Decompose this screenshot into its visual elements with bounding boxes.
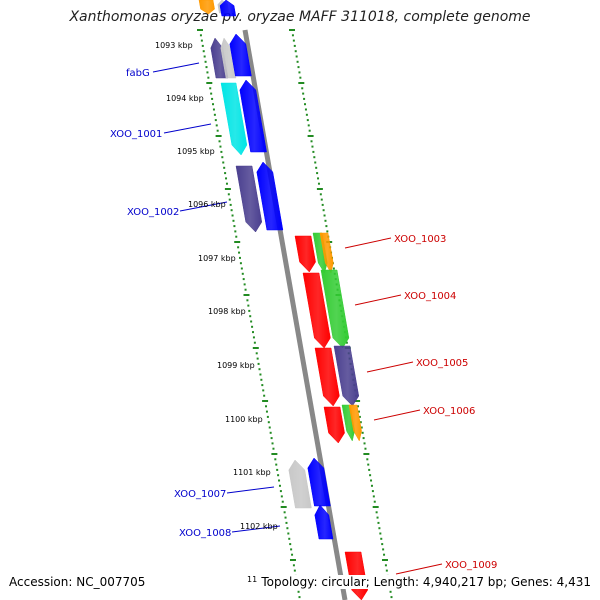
gene-feature-xoo1005-red bbox=[314, 347, 340, 407]
leader-line bbox=[395, 563, 443, 575]
accession-text: Accession: NC_007705 bbox=[9, 575, 146, 589]
leader-line bbox=[152, 62, 200, 73]
map-title: Xanthomonas oryzae pv. oryzae MAFF 31101… bbox=[69, 9, 531, 25]
scale-label: 1093 kbp bbox=[155, 41, 193, 50]
gene-feature-orange-top bbox=[198, 0, 215, 15]
gene-feature-xoo1001-cyan bbox=[220, 82, 248, 156]
scale-label: 1094 kbp bbox=[166, 94, 204, 103]
leader-line bbox=[344, 237, 392, 249]
gene-label-xoo-1005: XOO_1005 bbox=[416, 358, 468, 369]
leader-line bbox=[231, 525, 281, 533]
scale-label: 1100 kbp bbox=[225, 415, 263, 424]
gene-label-fabg: fabG bbox=[126, 68, 150, 79]
scale-label: 1097 kbp bbox=[198, 254, 236, 263]
leader-line bbox=[373, 409, 421, 421]
gene-feature-xoo1002-navy bbox=[235, 165, 263, 233]
scale-label: 1099 kbp bbox=[217, 361, 255, 370]
gene-label-xoo-1007: XOO_1007 bbox=[174, 489, 226, 500]
gene-label-xoo-1009: XOO_1009 bbox=[445, 560, 497, 571]
gene-feature-xoo1001-blue bbox=[239, 79, 267, 153]
gene-feature-xoo1007-blue bbox=[307, 457, 331, 507]
scale-label: 1095 kbp bbox=[177, 147, 215, 156]
gene-feature-xoo1003-orange bbox=[319, 232, 334, 274]
gene-labels: fabG XOO_1001 XOO_1002 XOO_1007 XOO_1008 XOO_… bbox=[110, 62, 497, 575]
gene-feature-xoo1008-blue bbox=[314, 504, 334, 540]
leader-line bbox=[366, 361, 414, 373]
scale-label: 1098 kbp bbox=[208, 307, 246, 316]
gene-feature-blue-top bbox=[219, 0, 237, 17]
gene-feature-xoo1002-blue bbox=[256, 161, 284, 231]
leader-line bbox=[226, 486, 275, 494]
gene-feature-xoo1003-red bbox=[294, 235, 316, 273]
gene-feature-xoo1006-red bbox=[323, 406, 345, 444]
gene-label-xoo-1003: XOO_1003 bbox=[394, 234, 446, 245]
gene-feature-xoo1007-gray bbox=[288, 459, 312, 509]
scale-label: 11 bbox=[247, 575, 257, 584]
gene-features bbox=[198, 0, 368, 600]
gene-feature-xoo1006-orange bbox=[348, 404, 362, 442]
gene-label-xoo-1006: XOO_1006 bbox=[423, 406, 475, 417]
gene-feature-xoo1004-red bbox=[302, 272, 331, 349]
gene-feature-fabg-3 bbox=[229, 33, 252, 77]
scale-label: 1102 kbp bbox=[240, 522, 278, 531]
leader-line bbox=[354, 294, 402, 306]
scale-label: 1096 kbp bbox=[188, 200, 226, 209]
left-tick-ring bbox=[197, 29, 301, 599]
leader-line bbox=[179, 201, 228, 212]
gene-feature-fabg-2 bbox=[220, 37, 237, 79]
gene-label-xoo-1008: XOO_1008 bbox=[179, 528, 231, 539]
gene-feature-xoo1004-green bbox=[320, 269, 350, 349]
gene-label-xoo-1002: XOO_1002 bbox=[127, 207, 179, 218]
leader-line bbox=[163, 123, 212, 134]
gene-label-xoo-1004: XOO_1004 bbox=[404, 291, 456, 302]
gene-feature-xoo1005-navy bbox=[333, 345, 360, 407]
topology-summary: Topology: circular; Length: 4,940,217 bp… bbox=[259, 575, 591, 589]
scale-label: 1101 kbp bbox=[233, 468, 271, 477]
gene-label-xoo-1001: XOO_1001 bbox=[110, 129, 162, 140]
scale-labels: 1093 kbp 1094 kbp 1095 kbp 1096 kbp 1097 kbp… bbox=[155, 41, 278, 584]
